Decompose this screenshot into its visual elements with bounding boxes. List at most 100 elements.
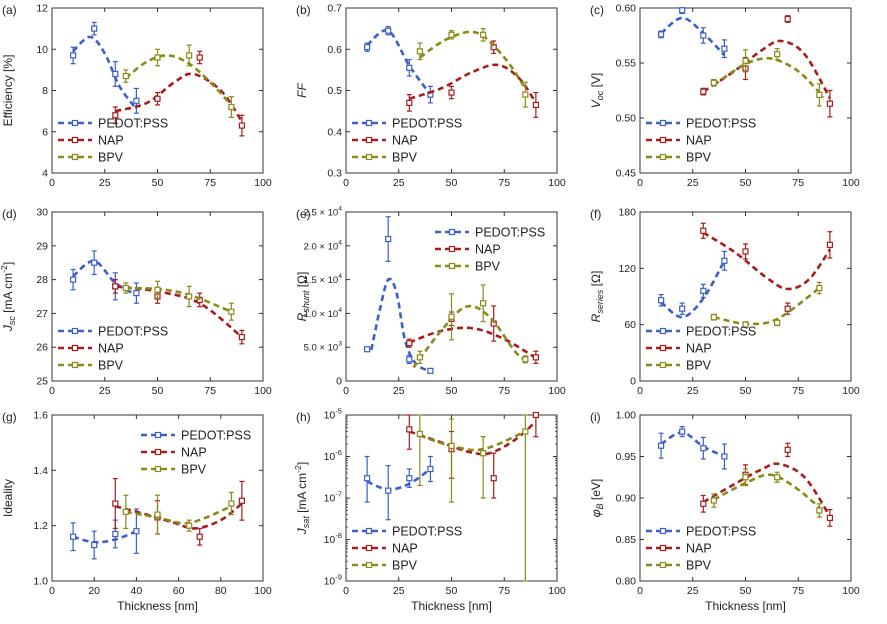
legend-entry: PEDOT:PSS (686, 525, 756, 539)
data-point (522, 91, 529, 98)
data-point (721, 453, 728, 460)
data-point (406, 340, 413, 347)
x-tick-label: 25 (99, 385, 111, 397)
x-tick-label: 100 (842, 385, 860, 397)
y-tick-label: 0.4 (327, 126, 342, 138)
panel-tag: (f) (590, 207, 601, 221)
data-point (385, 487, 392, 494)
y-tick-label: 0.6 (327, 44, 342, 56)
y-tick-label: 0.7 (327, 3, 342, 15)
data-point (448, 313, 455, 320)
panel-tag: (g) (2, 410, 17, 424)
chart-panel-a: 0 25 50 75 100 4 6 8 10 12 (a) Efficiency [%] PEDOT:… (1, 3, 272, 190)
fit-curve (713, 473, 825, 513)
y-tick-label: 0.90 (616, 493, 637, 505)
x-tick-label: 75 (792, 585, 804, 597)
legend: PEDOT:PSS NAP BPV (646, 525, 756, 573)
legend-entry: PEDOT:PSS (98, 117, 168, 131)
data-point (816, 284, 823, 292)
y-tick-label: 1.6 (33, 410, 48, 422)
data-point (710, 497, 717, 504)
legend: PEDOT:PSS NAP BPV (58, 325, 168, 373)
chart-panel-h: 0 25 50 75 100 10-9​ 10-8​ 10-7​ 10-6​ 10-5​ (h) Js… (293, 407, 566, 614)
x-tick-label: 50 (740, 385, 752, 397)
series-bpv (122, 280, 235, 321)
y-tick-label: 0.55 (616, 58, 637, 70)
y-axis-label: FF (295, 83, 309, 98)
x-tick-label: 75 (792, 177, 804, 189)
y-tick-label: 5.0 × 103​ (304, 341, 343, 354)
data-point (774, 319, 781, 326)
x-tick-label: 0 (637, 385, 643, 397)
data-point (385, 27, 392, 34)
data-point (448, 89, 455, 96)
data-point (826, 241, 834, 248)
panel-tag: (e) (296, 207, 311, 221)
data-point (238, 333, 245, 341)
data-point (826, 514, 834, 522)
x-axis-label: Thickness [nm] (117, 599, 198, 613)
legend-entry: PEDOT:PSS (686, 117, 756, 131)
data-point (480, 450, 487, 457)
y-axis-label: Jsc [mA cm-2] (0, 262, 17, 332)
data-point (700, 287, 707, 294)
series-pedotpss (364, 216, 434, 374)
x-tick-label: 25 (99, 177, 111, 189)
y-tick-label: 0.45 (616, 168, 637, 180)
x-tick-label: 25 (687, 585, 699, 597)
x-tick-label: 75 (792, 385, 804, 397)
legend-entry: PEDOT:PSS (98, 325, 168, 339)
data-point (112, 283, 119, 290)
data-point (228, 103, 235, 111)
x-tick-label: 0 (637, 585, 643, 597)
y-tick-label: 10-7​ (324, 490, 342, 505)
data-point (154, 286, 161, 293)
fit-curve (72, 529, 137, 544)
x-axis-label: Thickness [nm] (705, 599, 786, 613)
y-tick-label: 2.5 × 104​ (304, 206, 343, 219)
data-point (406, 356, 413, 363)
data-point (385, 235, 392, 243)
x-tick-label: 50 (740, 177, 752, 189)
fit-curve (366, 467, 432, 491)
y-tick-label: 0.5 (327, 85, 342, 97)
legend-entry: NAP (98, 134, 124, 148)
data-point (196, 533, 203, 540)
data-point (364, 346, 371, 353)
x-tick-label: 100 (548, 585, 566, 597)
y-tick-label: 0 (336, 376, 342, 388)
legend-entry: NAP (686, 342, 712, 356)
series-pedotpss (364, 25, 434, 104)
y-tick-label: 180 (618, 207, 636, 219)
legend: PEDOT:PSS NAP BPV (352, 525, 462, 573)
y-tick-label: 28 (36, 274, 48, 286)
y-tick-label: 26 (36, 342, 48, 354)
legend-entry: NAP (475, 243, 501, 257)
legend-entry: PEDOT:PSS (686, 325, 756, 339)
y-tick-label: 0.80 (616, 576, 637, 588)
x-tick-label: 50 (152, 177, 164, 189)
plot-frame (639, 211, 852, 382)
x-tick-label: 25 (687, 177, 699, 189)
fit-curve (125, 54, 233, 106)
data-point (406, 99, 413, 106)
fit-curve (72, 35, 138, 110)
data-point (657, 297, 665, 304)
series-bpv (710, 281, 823, 329)
series-bpv (710, 48, 825, 107)
data-point (69, 276, 77, 283)
x-tick-label: 0 (343, 177, 349, 189)
series-bpv (710, 468, 825, 518)
chart-panel-c: 0 25 50 75 100 0.45 0.50 0.55 0.60 (c) Voc [V] PEDO… (589, 3, 860, 190)
series-pedotpss (69, 508, 140, 560)
fit-curve (660, 16, 726, 57)
y-tick-label: 27 (36, 308, 48, 320)
y-tick-label: 1.4 (33, 465, 48, 477)
data-point (112, 500, 119, 507)
y-tick-label: 8 (42, 85, 48, 97)
fit-curve (115, 285, 243, 339)
legend: PEDOT:PSS NAP BPV (435, 226, 545, 274)
x-tick-label: 40 (131, 585, 143, 597)
data-point (710, 79, 717, 86)
y-tick-label: 10 (36, 44, 48, 56)
